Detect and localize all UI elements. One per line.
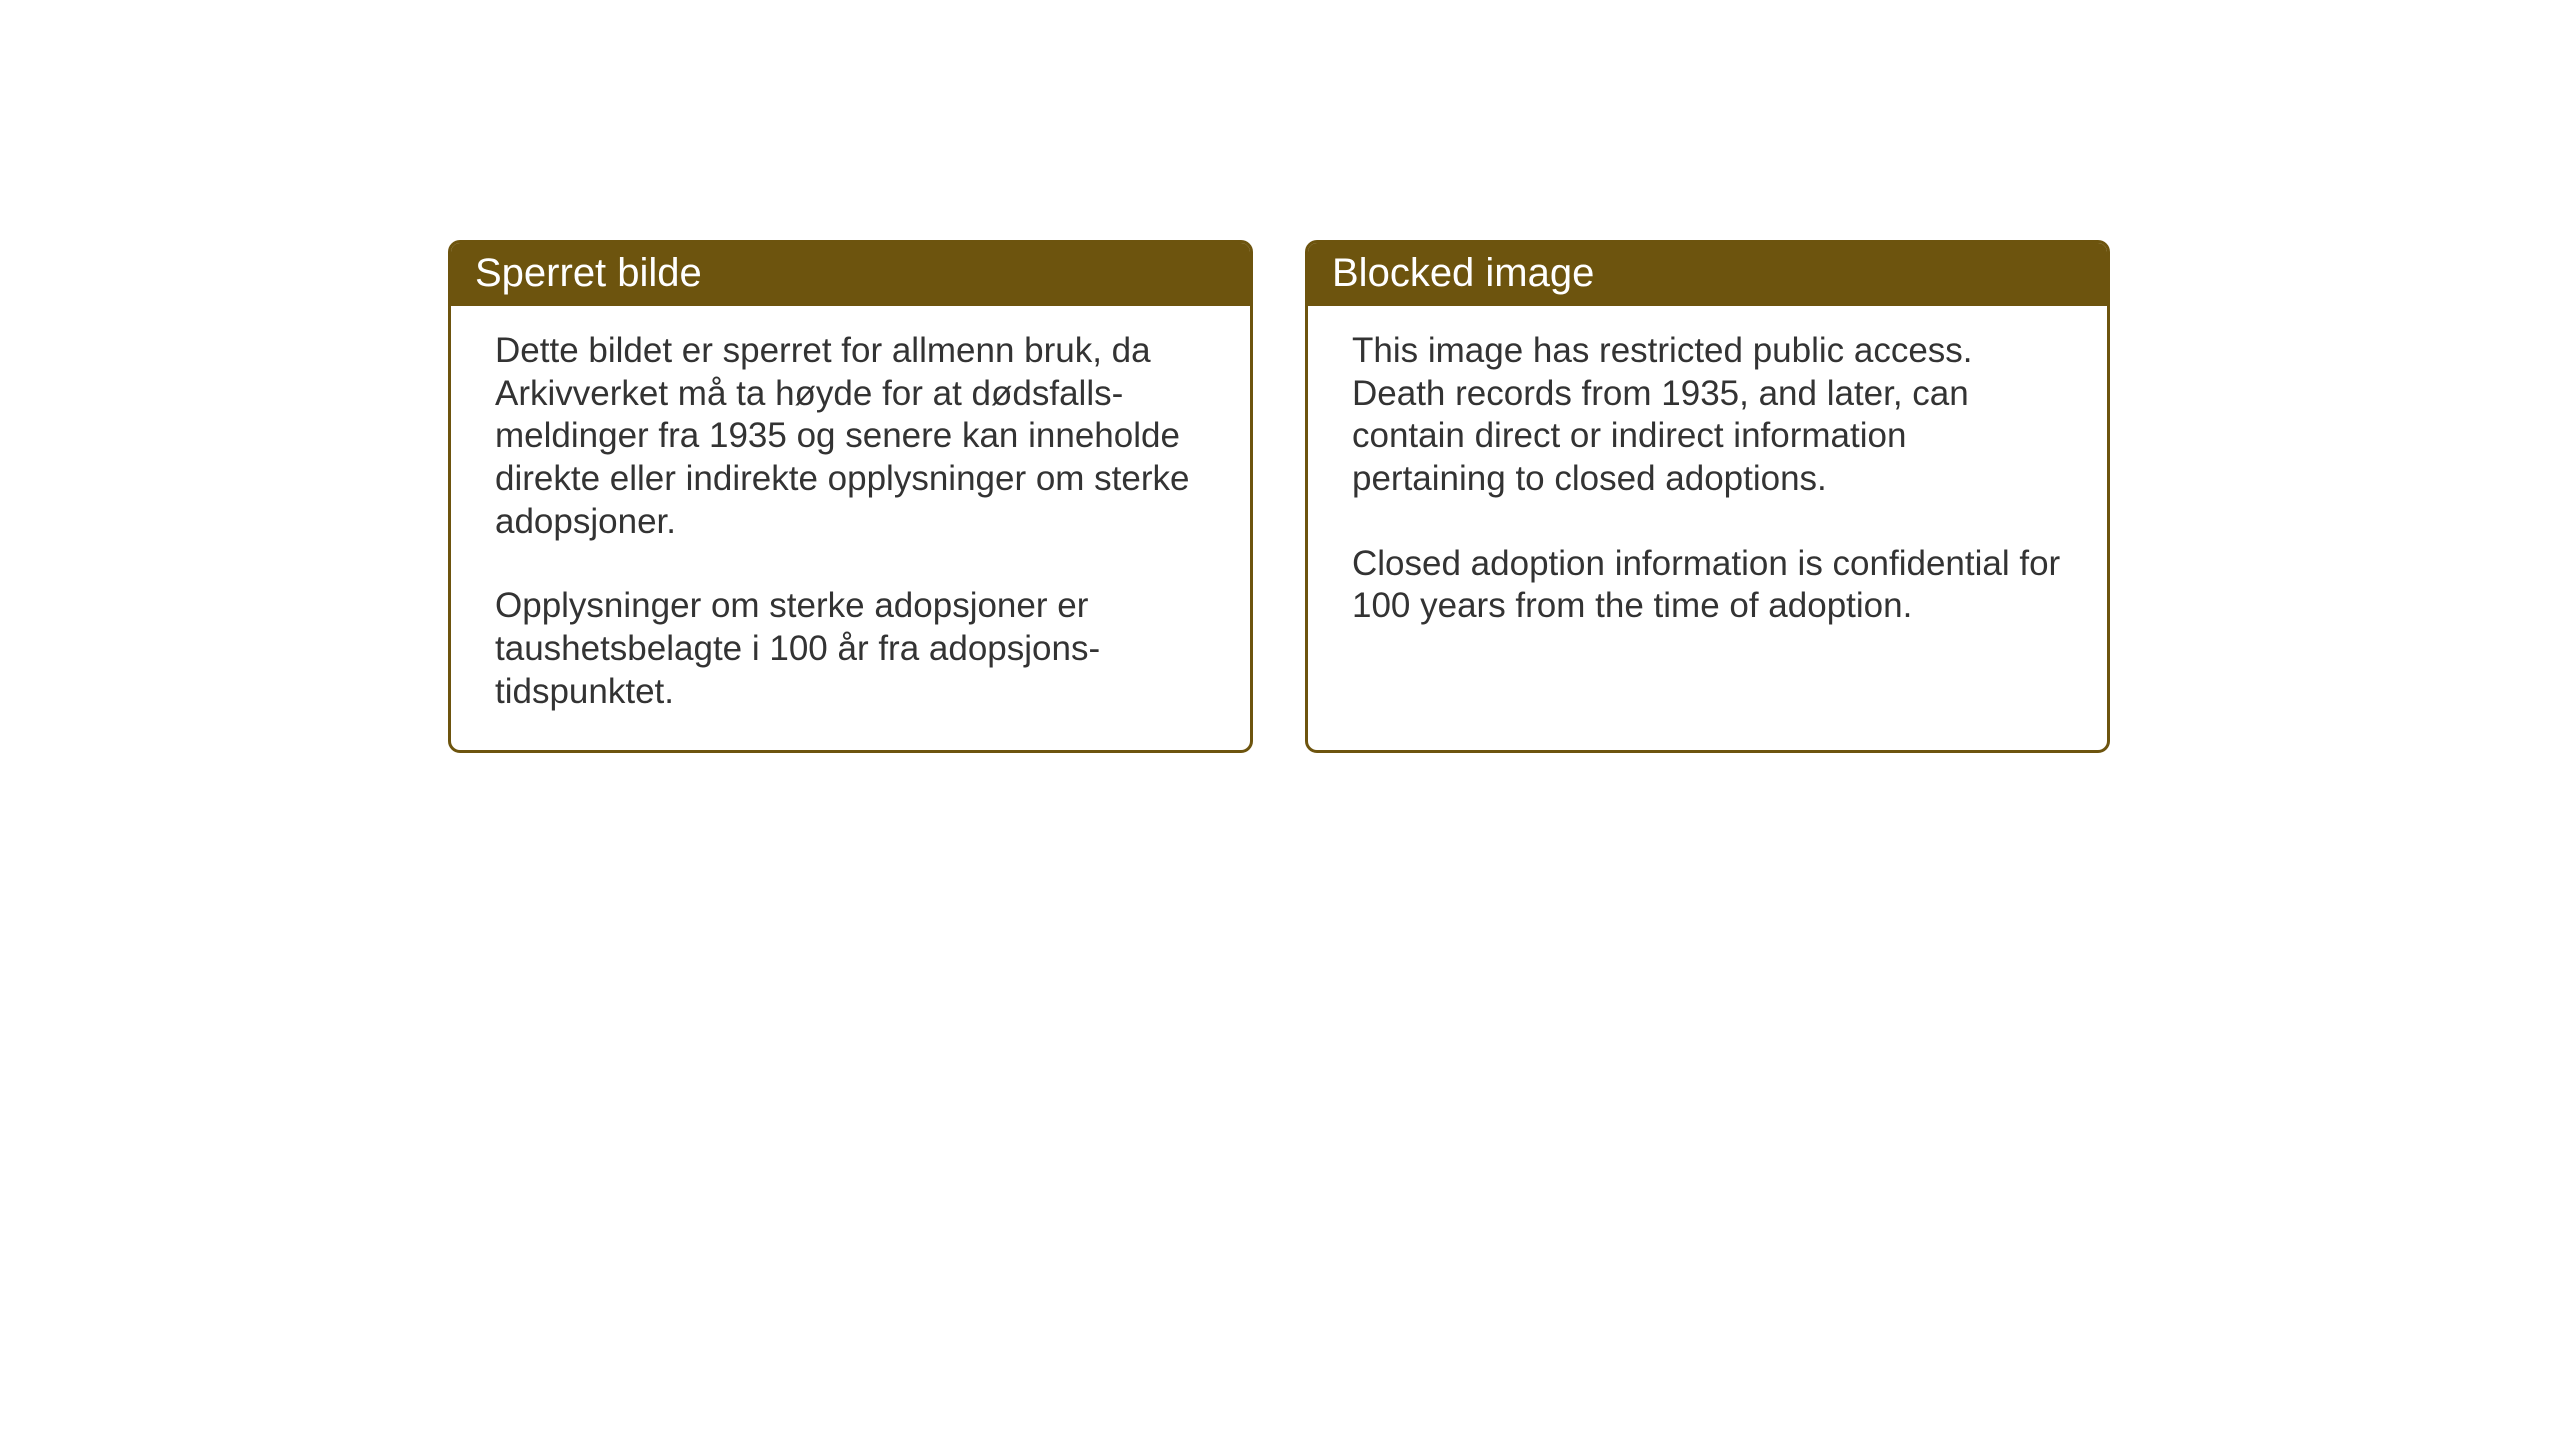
notice-paragraph: Dette bildet er sperret for allmenn bruk…	[495, 330, 1206, 543]
notice-container: Sperret bilde Dette bildet er sperret fo…	[448, 240, 2110, 753]
notice-title-norwegian: Sperret bilde	[451, 243, 1250, 306]
notice-title-english: Blocked image	[1308, 243, 2107, 306]
notice-body-norwegian: Dette bildet er sperret for allmenn bruk…	[451, 306, 1250, 750]
notice-body-english: This image has restricted public access.…	[1308, 306, 2107, 664]
notice-box-norwegian: Sperret bilde Dette bildet er sperret fo…	[448, 240, 1253, 753]
notice-paragraph: This image has restricted public access.…	[1352, 330, 2063, 501]
notice-paragraph: Closed adoption information is confident…	[1352, 543, 2063, 628]
notice-paragraph: Opplysninger om sterke adopsjoner er tau…	[495, 585, 1206, 713]
notice-box-english: Blocked image This image has restricted …	[1305, 240, 2110, 753]
